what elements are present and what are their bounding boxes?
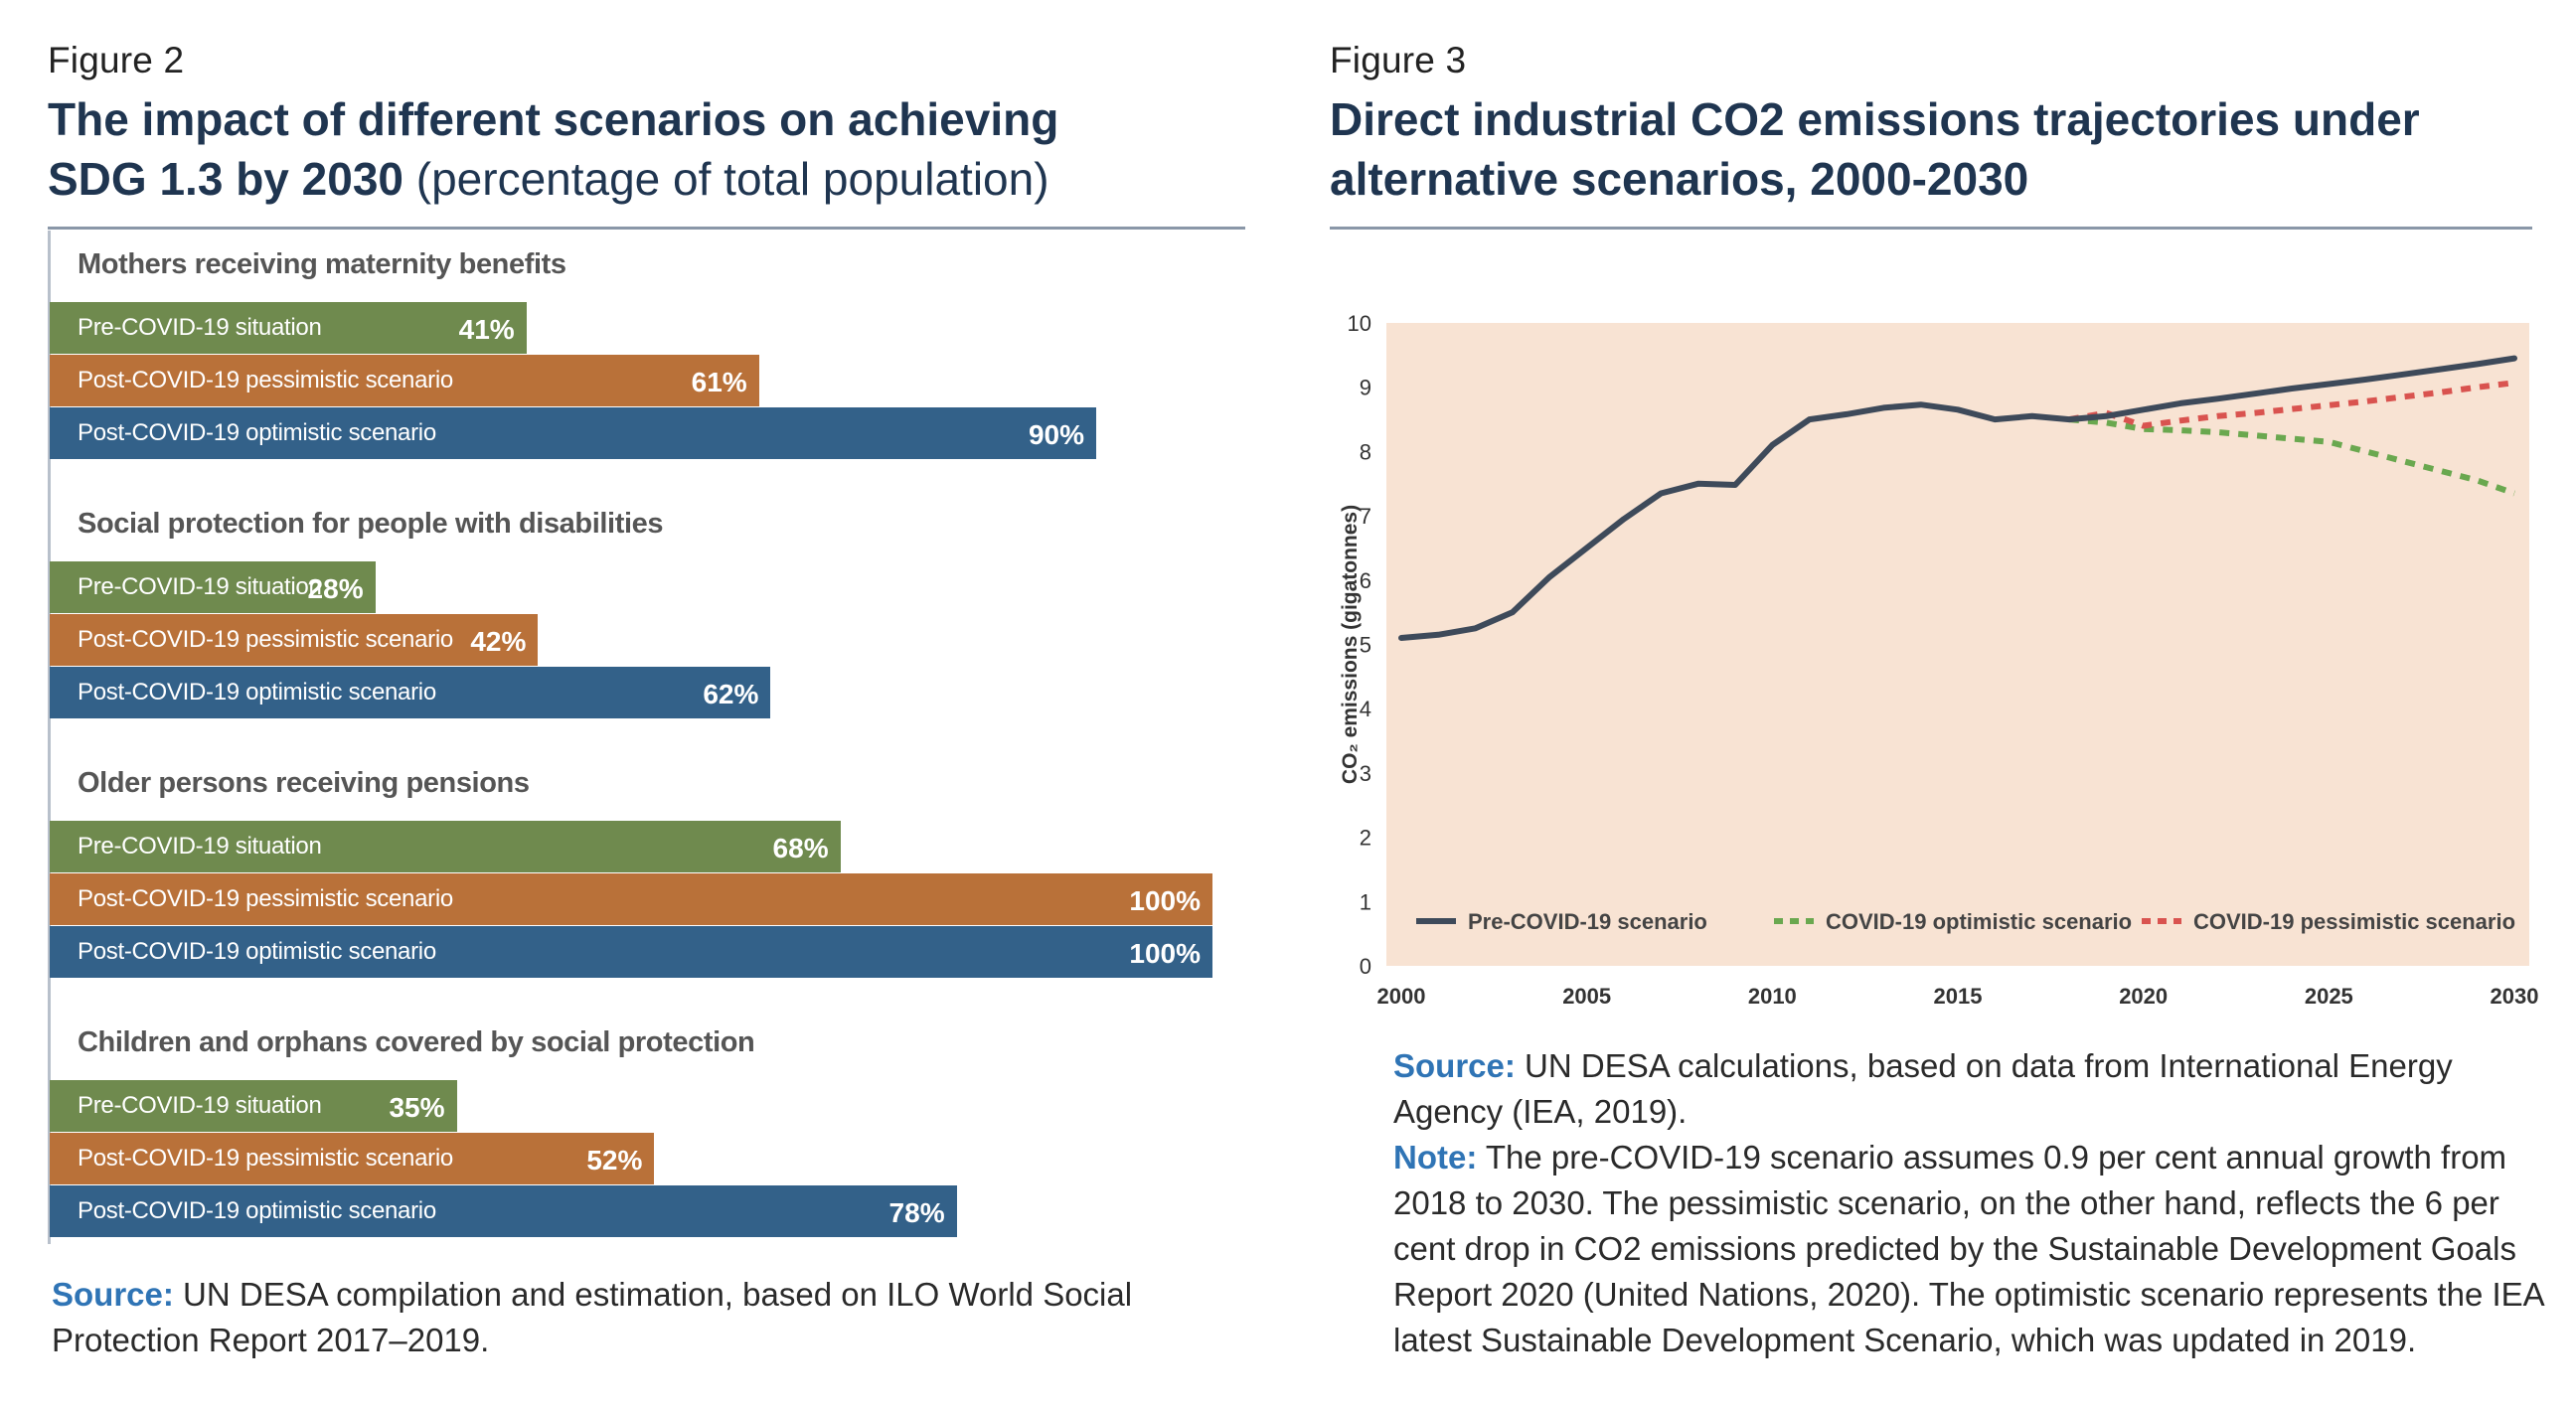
bar-optimistic: Post-COVID-19 optimistic scenario 62%	[50, 667, 771, 718]
bar-value-label: 68%	[772, 833, 829, 863]
figure-3-title: Direct industrial CO2 emissions trajecto…	[1330, 89, 2542, 209]
figure-3-note-text: The pre-COVID-19 scenario assumes 0.9 pe…	[1393, 1139, 2543, 1358]
figure-3-title-line2: alternative scenarios, 2000-2030	[1330, 153, 2029, 205]
bar-value-label: 78%	[888, 1197, 945, 1228]
bar-pre-covid: Pre-COVID-19 situation 68%	[50, 821, 841, 872]
bar-series-label: Post-COVID-19 optimistic scenario	[78, 419, 436, 446]
figure-3-source: Source: UN DESA calculations, based on d…	[1393, 1043, 2546, 1363]
bar-pessimistic: Post-COVID-19 pessimistic scenario 100%	[50, 873, 1212, 925]
plot-area	[1386, 323, 2529, 966]
bar-series-label: Pre-COVID-19 situation	[78, 314, 322, 341]
bar-series-label: Pre-COVID-19 situation	[78, 1092, 322, 1119]
figure-2-source: Source: UN DESA compilation and estimati…	[52, 1272, 1264, 1363]
bar-series-label: Post-COVID-19 optimistic scenario	[78, 1197, 436, 1224]
bar-value-label: 41%	[458, 314, 515, 345]
x-tick-label: 2020	[2119, 984, 2168, 1009]
figure-2-left-rule	[48, 231, 51, 1244]
x-tick-label: 2015	[1934, 984, 1983, 1009]
bar-series-label: Post-COVID-19 optimistic scenario	[78, 679, 436, 706]
bar-group-title: Social protection for people with disabi…	[78, 508, 664, 540]
bar-series-label: Post-COVID-19 pessimistic scenario	[78, 367, 453, 393]
y-tick-label: 4	[1360, 697, 1371, 721]
series-line-pessimistic	[2068, 380, 2515, 429]
bar-pre-covid: Pre-COVID-19 situation 41%	[50, 302, 527, 354]
legend-label: COVID-19 optimistic scenario	[1826, 909, 2132, 934]
y-axis-label: CO₂ emissions (gigatonnes)	[1339, 505, 1362, 784]
bar-optimistic: Post-COVID-19 optimistic scenario 90%	[50, 407, 1096, 459]
legend-label: COVID-19 pessimistic scenario	[2193, 909, 2515, 934]
figure-2-title-line1: The impact of different scenarios on ach…	[48, 93, 1059, 145]
bar-value-label: 61%	[691, 367, 747, 397]
y-tick-label: 3	[1360, 761, 1371, 786]
figure-3-title-line1: Direct industrial CO2 emissions trajecto…	[1330, 93, 2420, 145]
figure-2-title-rule	[48, 227, 1245, 230]
series-line-pre-covid	[1398, 355, 2517, 641]
bar-series-label: Post-COVID-19 pessimistic scenario	[78, 626, 453, 653]
bar-value-label: 52%	[586, 1145, 643, 1176]
bar-value-label: 90%	[1028, 419, 1084, 450]
figure-3-title-rule	[1330, 227, 2532, 230]
figure-2-source-label: Source:	[52, 1276, 174, 1313]
x-tick-label: 2010	[1748, 984, 1797, 1009]
figure-3-label: Figure 3	[1330, 40, 1467, 80]
x-tick-label: 2000	[1377, 984, 1426, 1009]
bar-value-label: 100%	[1129, 938, 1201, 969]
figure-2-title: The impact of different scenarios on ach…	[48, 89, 1240, 209]
figure-2-title-subtitle: (percentage of total population)	[402, 153, 1049, 205]
bar-pessimistic: Post-COVID-19 pessimistic scenario 42%	[50, 614, 539, 666]
bar-series-label: Pre-COVID-19 situation	[78, 573, 322, 600]
bar-group-title: Mothers receiving maternity benefits	[78, 248, 566, 280]
figure-3-line-chart: 0 1 2 3 4 5 6 7 8 9 10 2000 2005 2010 2015 2020 2025 2030…	[1339, 311, 2539, 1009]
y-tick-label: 0	[1360, 954, 1371, 979]
bar-group-title: Older persons receiving pensions	[78, 767, 530, 799]
y-tick-label: 10	[1348, 311, 1371, 336]
bar-group-title: Children and orphans covered by social p…	[78, 1026, 755, 1058]
y-tick-label: 2	[1360, 826, 1371, 851]
bar-value-label: 35%	[389, 1092, 445, 1123]
figure-3-note-label: Note:	[1393, 1139, 1478, 1176]
legend-label: Pre-COVID-19 scenario	[1468, 909, 1707, 934]
bar-pessimistic: Post-COVID-19 pessimistic scenario 52%	[50, 1133, 655, 1184]
bar-pessimistic: Post-COVID-19 pessimistic scenario 61%	[50, 355, 759, 406]
x-tick-label: 2030	[2491, 984, 2539, 1009]
x-tick-label: 2005	[1562, 984, 1611, 1009]
bar-optimistic: Post-COVID-19 optimistic scenario 78%	[50, 1185, 957, 1237]
bar-optimistic: Post-COVID-19 optimistic scenario 100%	[50, 926, 1212, 978]
bar-pre-covid: Pre-COVID-19 situation 35%	[50, 1080, 457, 1132]
y-tick-label: 6	[1360, 568, 1371, 593]
y-tick-label: 5	[1360, 633, 1371, 658]
bar-value-label: 28%	[307, 573, 364, 604]
figure-3-source-label: Source:	[1393, 1047, 1516, 1084]
bar-value-label: 62%	[703, 679, 759, 709]
bar-value-label: 42%	[470, 626, 527, 657]
bar-series-label: Post-COVID-19 pessimistic scenario	[78, 1145, 453, 1172]
figure-3-source-text: UN DESA calculations, based on data from…	[1393, 1047, 2453, 1130]
x-tick-label: 2025	[2305, 984, 2353, 1009]
bar-value-label: 100%	[1129, 885, 1201, 916]
bar-series-label: Pre-COVID-19 situation	[78, 833, 322, 860]
bar-pre-covid: Pre-COVID-19 situation 28%	[50, 561, 376, 613]
figure-2-title-line2: SDG 1.3 by 2030	[48, 153, 403, 205]
y-tick-label: 7	[1360, 504, 1371, 529]
bar-series-label: Post-COVID-19 pessimistic scenario	[78, 885, 453, 912]
bar-series-label: Post-COVID-19 optimistic scenario	[78, 938, 436, 965]
figure-2-label: Figure 2	[48, 40, 185, 80]
y-tick-label: 8	[1360, 439, 1371, 464]
figure-2-source-text: UN DESA compilation and estimation, base…	[52, 1276, 1133, 1358]
y-tick-label: 1	[1360, 889, 1371, 914]
y-tick-label: 9	[1360, 376, 1371, 400]
